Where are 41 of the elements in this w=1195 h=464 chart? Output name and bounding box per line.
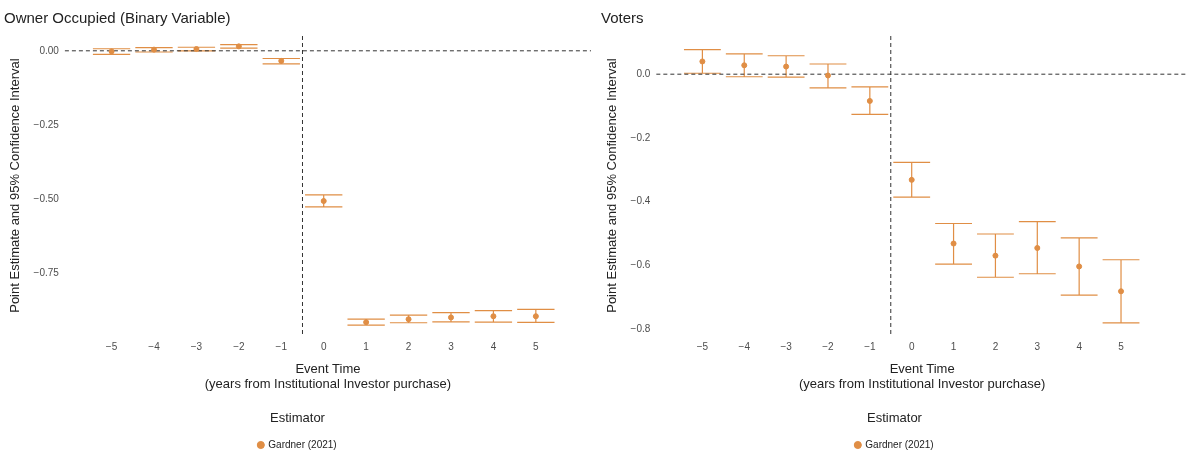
y-tick-label: 0.0 (636, 67, 651, 79)
legend-title: Estimator (270, 410, 326, 426)
x-tick-label: 0 (908, 340, 915, 352)
x-tick-label: −3 (190, 340, 203, 352)
x-axis-title: Event Time (years from Institutional Investor purchase) (204, 360, 452, 392)
y-tick-label: −0.6 (630, 258, 651, 270)
x-tick-label: 4 (490, 340, 497, 352)
chart-title: Owner Occupied (Binary Variable) (4, 9, 231, 27)
x-tick-label: −3 (780, 340, 793, 352)
legend-label: Gardner (2021) (865, 438, 934, 450)
x-tick-label: −4 (148, 340, 161, 352)
x-tick-label: 5 (1118, 340, 1125, 352)
x-tick-label: −2 (233, 340, 245, 352)
y-tick-label: −0.75 (33, 266, 60, 278)
y-tick-label: −0.8 (630, 322, 651, 334)
x-tick-label: 3 (1034, 340, 1041, 352)
y-axis-title: Point Estimate and 95% Confidence Interval (604, 58, 620, 313)
x-tick-label: 3 (448, 340, 455, 352)
chart-title: Voters (601, 9, 644, 27)
legend-label: Gardner (2021) (268, 438, 337, 450)
legend-title: Estimator (867, 410, 923, 426)
x-tick-label: −1 (275, 340, 288, 352)
y-tick-label: −0.25 (33, 118, 60, 130)
x-tick-label: −1 (864, 340, 876, 352)
x-tick-label: −5 (696, 340, 709, 352)
x-tick-label: 5 (533, 340, 540, 352)
x-tick-label: 1 (363, 340, 370, 352)
x-tick-label: 4 (1076, 340, 1083, 352)
y-axis-title: Point Estimate and 95% Confidence Interval (7, 58, 23, 313)
y-tick-label: −0.50 (33, 192, 60, 204)
x-tick-label: 0 (320, 340, 327, 352)
x-tick-label: 1 (950, 340, 957, 352)
x-tick-label: 2 (405, 340, 412, 352)
x-tick-label: −5 (105, 340, 118, 352)
y-tick-label: 0.00 (39, 44, 60, 56)
x-tick-label: −2 (822, 340, 835, 352)
x-axis-title: Event Time (years from Institutional Investor purchase) (798, 360, 1046, 392)
y-tick-label: −0.2 (630, 131, 651, 143)
x-tick-label: −4 (738, 340, 751, 352)
x-tick-label: 2 (992, 340, 999, 352)
y-tick-label: −0.4 (630, 195, 651, 207)
